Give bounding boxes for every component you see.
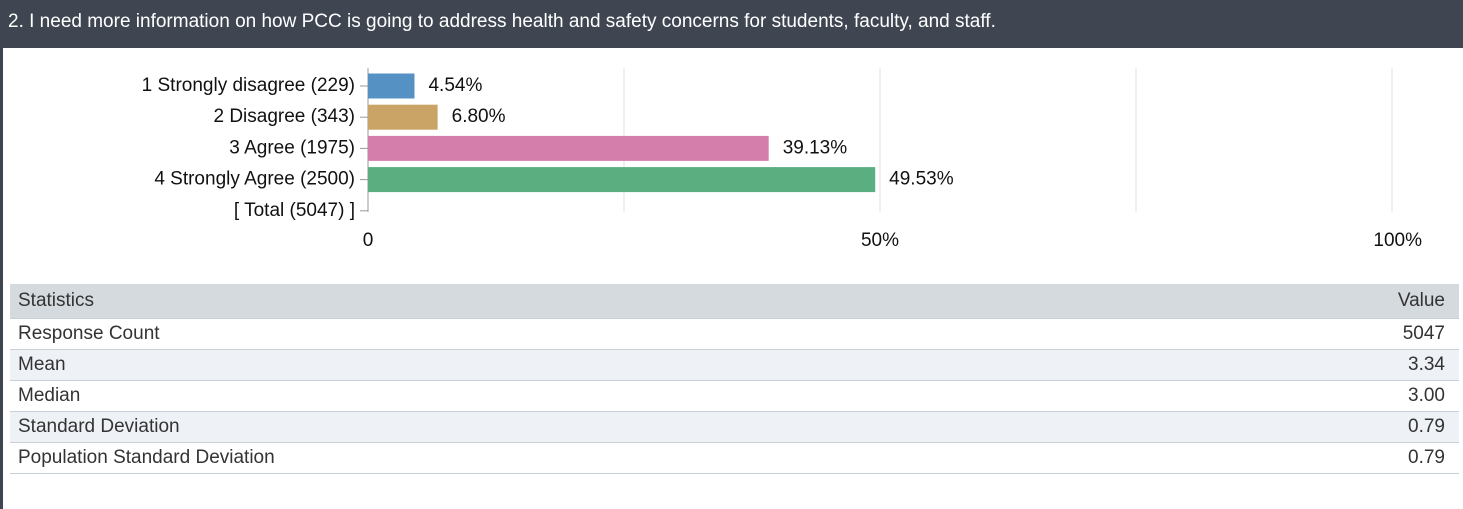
value-cell: 0.79 bbox=[1165, 411, 1459, 443]
x-tick-label: 0 bbox=[363, 230, 374, 251]
table-row: Mean 3.34 bbox=[10, 349, 1459, 381]
table-row: Median 3.00 bbox=[10, 380, 1459, 412]
label-cell: Mean bbox=[10, 349, 1166, 381]
label-cell: Median bbox=[10, 380, 1166, 412]
table-row: Standard Deviation 0.79 bbox=[10, 411, 1459, 443]
bar bbox=[368, 73, 415, 99]
value-cell: 5047 bbox=[1165, 318, 1459, 350]
value-label: 4.54% bbox=[428, 75, 482, 96]
label-cell: Standard Deviation bbox=[10, 411, 1166, 443]
category-label: 4 Strongly Agree (2500) bbox=[154, 169, 355, 190]
question-title: 2. I need more information on how PCC is… bbox=[3, 0, 1463, 48]
value-cell: 0.79 bbox=[1165, 442, 1459, 474]
bar bbox=[368, 135, 769, 161]
table-row: Response Count 5047 bbox=[10, 318, 1459, 350]
value-cell: 3.00 bbox=[1165, 380, 1459, 412]
x-tick-label: 100% bbox=[1373, 230, 1422, 251]
value-label: 39.13% bbox=[783, 137, 848, 158]
chart: 0 50% 100% 1 Strongly disagree (229) 4.54% 2 … bbox=[142, 68, 1422, 251]
label-cell: Response Count bbox=[10, 318, 1166, 350]
table-row: Population Standard Deviation 0.79 bbox=[10, 442, 1459, 474]
statistics-table: Statistics Value Response Count 5047 Mean 3.3… bbox=[10, 284, 1459, 474]
category-label: 2 Disagree (343) bbox=[213, 106, 355, 127]
x-tick-label: 50% bbox=[861, 230, 899, 251]
value-cell: 3.34 bbox=[1165, 349, 1459, 381]
category-label: [ Total (5047) ] bbox=[234, 200, 355, 221]
label-cell: Population Standard Deviation bbox=[10, 442, 1166, 474]
value-label: 6.80% bbox=[452, 106, 506, 127]
value-cell: Value bbox=[1165, 284, 1459, 319]
bar bbox=[368, 167, 876, 193]
table-row: Statistics Value bbox=[10, 284, 1459, 319]
label-cell: Statistics bbox=[10, 284, 1166, 319]
category-label: 3 Agree (1975) bbox=[229, 137, 355, 158]
category-label: 1 Strongly disagree (229) bbox=[142, 75, 355, 96]
bar bbox=[368, 104, 438, 130]
value-label: 49.53% bbox=[889, 169, 954, 190]
